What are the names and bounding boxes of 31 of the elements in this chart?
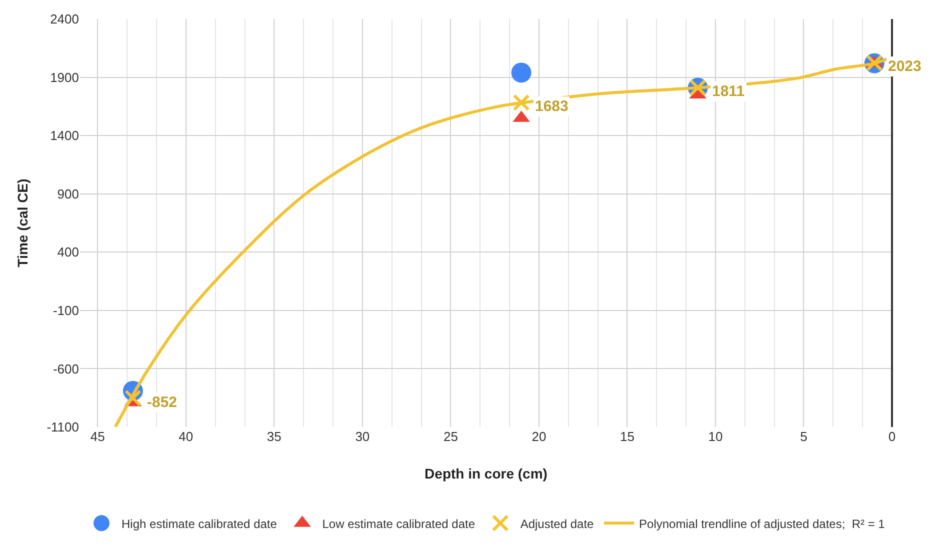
x-tick-label: 15	[620, 429, 634, 444]
y-tick-label: -100	[52, 302, 79, 318]
data-label: 1683	[535, 98, 568, 115]
data-label: 2023	[888, 58, 922, 75]
y-tick-label: 1400	[50, 128, 79, 144]
x-tick-label: 45	[90, 429, 105, 444]
y-tick-label: -1100	[46, 420, 79, 435]
legend-label: Polynomial trendline of adjusted dates; R² = 1	[639, 516, 886, 531]
x-tick-label: 0	[888, 429, 896, 444]
x-tick-label: 35	[266, 429, 282, 444]
data-label: 1811	[712, 83, 745, 100]
data-label: -852	[147, 394, 178, 411]
y-axis-title: Time (cal CE)	[14, 178, 30, 268]
point	[511, 62, 532, 83]
point	[512, 94, 530, 112]
x-tick-label: 30	[355, 429, 370, 444]
x-tick-label: 10	[708, 429, 723, 444]
x-axis-title: Depth in core (cm)	[424, 465, 548, 482]
y-tick-label: 900	[57, 186, 79, 202]
legend-label: Adjusted date	[520, 516, 594, 531]
y-tick-label: 1900	[50, 70, 79, 85]
x-tick-label: 5	[800, 429, 808, 444]
legend-label: High estimate calibrated date	[122, 516, 278, 531]
y-tick-label: 2400	[50, 12, 79, 27]
x-tick-label: 20	[532, 429, 546, 444]
legend-label: Low estimate calibrated date	[322, 516, 476, 531]
x-tick-label: 25	[443, 429, 458, 444]
x-tick-label: 40	[178, 429, 194, 444]
y-tick-label: 400	[57, 244, 79, 260]
point	[124, 390, 142, 407]
y-tick-label: -600	[52, 361, 79, 376]
